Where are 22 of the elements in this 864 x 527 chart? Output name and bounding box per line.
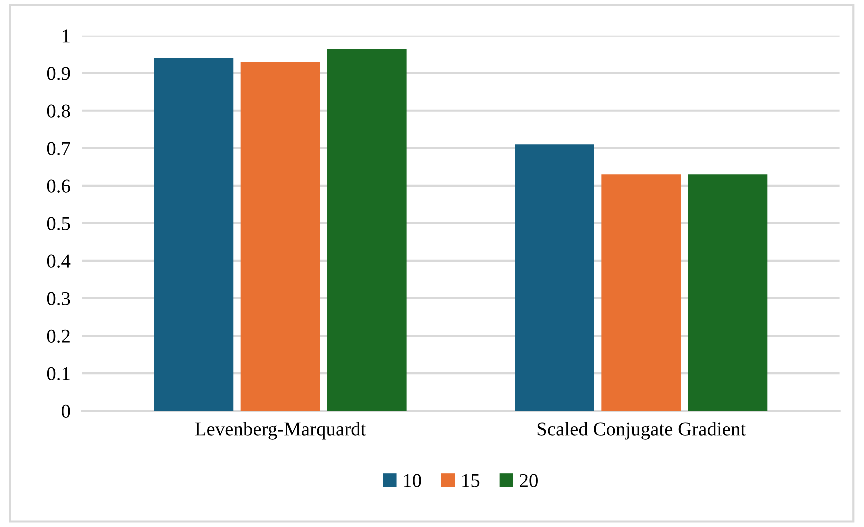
- y-tick-label: 0.3: [47, 292, 70, 306]
- legend-label: 20: [520, 474, 538, 488]
- y-tick-label: 0.9: [47, 67, 70, 80]
- y-tick-label: 0.5: [47, 217, 70, 230]
- bar: [602, 174, 682, 412]
- x-tick-label: Scaled Conjugate Gradient: [538, 422, 746, 440]
- bar: [515, 144, 594, 412]
- legend-label: 15: [462, 474, 480, 488]
- y-tick-label: 0.1: [47, 367, 70, 381]
- y-tick-label: 0.6: [47, 180, 70, 193]
- bar: [688, 174, 768, 412]
- y-tick-label: 0.7: [47, 142, 70, 156]
- bar: [327, 48, 407, 412]
- y-tick-label: 0.2: [47, 330, 70, 344]
- bar: [154, 58, 234, 412]
- legend-label: 10: [404, 474, 422, 488]
- x-tick-label: Levenberg-Marquardt: [195, 422, 366, 440]
- bar: [240, 62, 320, 412]
- y-tick-label: 0: [62, 404, 70, 418]
- y-tick-label: 0.8: [47, 104, 70, 118]
- y-tick-label: 0.4: [47, 254, 71, 268]
- y-tick-label: 1: [62, 30, 70, 43]
